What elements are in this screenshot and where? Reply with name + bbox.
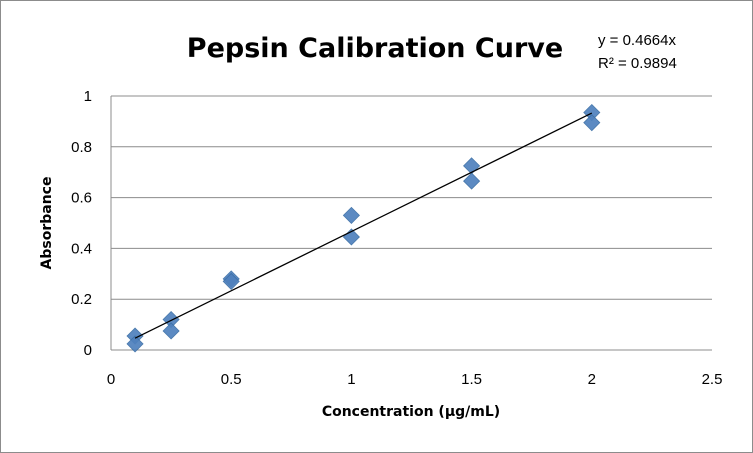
y-axis-label: Absorbance [39, 177, 55, 270]
y-tick-label: 0.4 [71, 240, 92, 257]
x-tick-label: 0.5 [221, 371, 242, 388]
x-tick-label: 2 [588, 371, 596, 388]
chart-title: Pepsin Calibration Curve [187, 33, 563, 64]
data-point [463, 172, 481, 190]
data-point [342, 206, 360, 224]
x-tick-label: 0 [107, 371, 115, 388]
x-tick-label: 2.5 [702, 371, 723, 388]
y-tick-label: 0.8 [71, 139, 92, 156]
data-point [162, 322, 180, 340]
trendline [134, 112, 593, 339]
y-tick-label: 0.2 [71, 291, 92, 308]
y-tick-label: 0 [84, 342, 92, 359]
trendline-r-squared: R² = 0.9894 [598, 55, 677, 72]
x-axis-label: Concentration (µg/mL) [322, 404, 500, 420]
trendline-equation: y = 0.4664x [598, 32, 676, 49]
data-point [463, 157, 481, 175]
y-tick-label: 1 [84, 88, 92, 105]
y-tick-label: 0.6 [71, 190, 92, 207]
x-tick-label: 1.5 [461, 371, 482, 388]
data-point [222, 272, 240, 290]
data-point [126, 335, 144, 353]
x-tick-label: 1 [347, 371, 355, 388]
data-point [583, 114, 601, 132]
